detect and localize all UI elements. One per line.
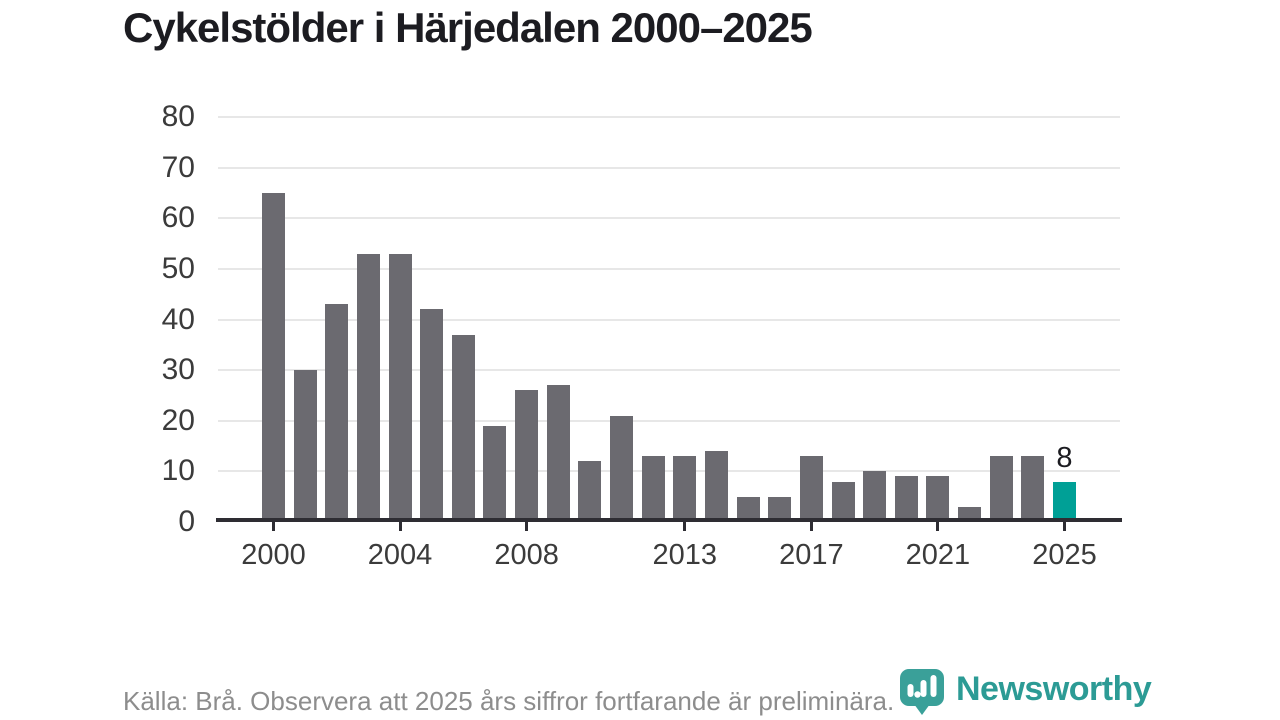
y-tick-label-50: 50 [161,251,195,285]
y-tick-label-70: 70 [161,150,195,184]
bar-2019 [863,471,887,522]
y-tick-label-80: 80 [161,100,195,133]
y-tick-label-10: 10 [161,454,195,488]
x-tick-2004 [398,522,402,531]
chart-title: Cykelstölder i Härjedalen 2000–2025 [123,4,813,51]
source-note: Källa: Brå. Observera att 2025 års siffr… [123,686,895,716]
x-tick-label-2013: 2013 [652,539,718,571]
bar-chart-plot-area [218,116,1120,522]
bar-2008 [515,390,539,522]
bar-2005 [420,309,444,522]
bar-2023 [989,456,1013,522]
bar-2014 [704,451,728,522]
bar-2012 [641,456,665,522]
bar-2009 [546,385,570,522]
bar-2001 [293,370,317,522]
y-tick-label-0: 0 [178,505,195,538]
x-tick-label-2008: 2008 [494,539,559,571]
bar-2000 [262,192,285,522]
gridline-40 [218,318,1120,321]
gridline-50 [218,267,1120,270]
y-tick-label-60: 60 [161,201,195,235]
x-tick-label-2025: 2025 [1032,539,1097,571]
newsworthy-logo-text: Newsworthy [956,670,1152,708]
x-tick-2000 [272,522,275,531]
y-tick-label-20: 20 [161,403,195,437]
bar-2013 [673,456,697,522]
bar-2011 [610,415,634,522]
bar-2003 [356,253,380,522]
y-tick-label-40: 40 [161,302,195,336]
x-tick-label-2017: 2017 [779,539,844,571]
bar-2017 [799,456,823,522]
gridline-80 [218,116,1120,118]
bar-2004 [388,253,412,522]
bar-2010 [578,461,602,522]
x-tick-2008 [525,522,529,531]
x-tick-2013 [683,522,687,531]
bar-2018 [831,481,855,522]
gridline-30 [218,369,1120,372]
gridline-60 [218,217,1120,220]
x-tick-label-2004: 2004 [367,539,433,571]
x-tick-2021 [936,522,940,531]
bar-2025 [1053,481,1076,522]
bar-2002 [325,304,349,522]
gridline-70 [218,166,1120,169]
bar-2007 [483,425,507,522]
bar-2015 [736,496,760,522]
bar-2006 [451,334,475,522]
x-tick-label-2021: 2021 [905,539,971,571]
y-tick-label-30: 30 [161,353,195,387]
x-axis-line [216,518,1122,522]
x-tick-2017 [809,522,813,531]
bar-2020 [894,476,918,522]
bar-value-annotation: 8 [1056,442,1073,474]
gridline-10 [218,470,1120,473]
x-tick-label-2000: 2000 [241,539,306,571]
bar-2021 [926,476,950,522]
bar-2016 [768,496,792,522]
newsworthy-pin-barchart-icon [900,669,944,715]
x-tick-2025 [1063,522,1066,531]
gridline-20 [218,419,1120,422]
bar-2024 [1021,456,1045,522]
